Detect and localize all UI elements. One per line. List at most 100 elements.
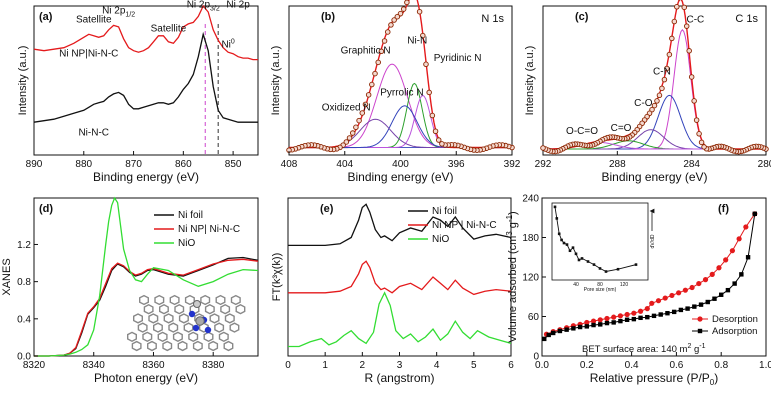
data-point xyxy=(432,128,439,135)
hexagon-ring xyxy=(223,340,234,352)
hexagon-ring xyxy=(154,294,165,306)
y-axis-label: XANES xyxy=(1,258,13,295)
x-tick-label: 280 xyxy=(758,159,771,170)
x-tick-label: 1 xyxy=(322,360,328,371)
data-point-desorption xyxy=(655,298,662,304)
data-point xyxy=(397,10,404,17)
x-tick-label: 8320 xyxy=(23,360,46,371)
annotation-label: Ni NP|Ni-N-C xyxy=(59,49,118,60)
data-point xyxy=(391,17,397,23)
inset-tick-label: 80 xyxy=(597,282,603,288)
data-point-adsorption xyxy=(745,255,751,260)
data-point-desorption xyxy=(637,308,644,314)
inset-point xyxy=(580,257,584,260)
data-point-desorption xyxy=(729,248,736,254)
x-tick-label: 396 xyxy=(448,159,465,170)
data-point-adsorption xyxy=(604,320,610,326)
hexagon-ring xyxy=(188,331,199,342)
data-point xyxy=(404,0,410,6)
data-point-adsorption xyxy=(698,302,704,307)
y-tick-label: 180 xyxy=(522,233,539,244)
data-point xyxy=(353,124,359,131)
series-line-ni-foil xyxy=(288,203,512,247)
oxygen-atom xyxy=(193,300,201,308)
plot-frame xyxy=(288,5,513,156)
hexagon-ring xyxy=(132,313,144,324)
hexagon-ring xyxy=(152,322,163,333)
hexagon-ring xyxy=(218,331,229,342)
hexagon-ring xyxy=(200,294,211,306)
x-tick-label: 4 xyxy=(434,360,440,371)
data-point-adsorption xyxy=(542,336,547,342)
data-point xyxy=(691,98,697,104)
data-point xyxy=(385,29,391,35)
data-point-desorption xyxy=(669,292,675,299)
data-point xyxy=(429,112,436,119)
data-point xyxy=(369,81,375,88)
x-tick-label: 6 xyxy=(508,360,514,371)
y-tick-label: 0.8 xyxy=(17,277,31,288)
inset-point xyxy=(616,267,620,271)
x-tick-label: 8340 xyxy=(83,360,106,371)
series-line-ni-n-c xyxy=(33,31,258,123)
annotation-label: C-C xyxy=(686,14,704,25)
data-point-adsorption xyxy=(577,324,583,330)
data-point-adsorption xyxy=(651,313,657,319)
data-point-desorption xyxy=(702,277,709,283)
data-point xyxy=(661,76,668,83)
data-point-adsorption xyxy=(638,315,643,321)
data-point-desorption xyxy=(590,318,597,324)
data-point-adsorption xyxy=(551,330,556,336)
data-point xyxy=(669,35,675,42)
legend-label: Ni foil xyxy=(432,206,457,217)
inset-point xyxy=(604,270,608,273)
data-point-adsorption xyxy=(719,292,724,297)
data-point-desorption xyxy=(597,317,603,323)
panel-label: (f) xyxy=(718,203,729,215)
x-tick-label: 3 xyxy=(397,360,403,371)
plot-frame xyxy=(33,5,259,156)
data-point-desorption xyxy=(617,313,624,319)
data-point xyxy=(681,4,687,11)
x-axis-label: Binding energy (eV) xyxy=(347,170,453,184)
y-axis-label: Volume adsorbed (cm3 g-1) xyxy=(505,211,519,342)
x-tick-label: 0.8 xyxy=(714,360,728,371)
data-point xyxy=(683,23,690,29)
hexagon-ring xyxy=(203,331,214,342)
data-point xyxy=(701,144,707,150)
annotation-label: C-O xyxy=(634,98,653,109)
data-point xyxy=(378,48,385,55)
data-point-adsorption xyxy=(752,211,757,216)
annotation-label: Ni-N-C xyxy=(78,128,109,139)
structure-illustration xyxy=(126,294,246,352)
annotation-label: Oxidized N xyxy=(322,102,371,113)
data-point-adsorption xyxy=(557,328,563,334)
hexagon-ring xyxy=(142,331,153,342)
x-tick-label: 0.0 xyxy=(535,360,549,371)
data-point-adsorption xyxy=(611,320,616,325)
x-tick-label: 870 xyxy=(125,159,142,170)
hexagon-ring xyxy=(172,331,183,342)
data-point-desorption xyxy=(696,280,702,287)
data-point-desorption xyxy=(736,236,742,242)
data-point-adsorption xyxy=(665,311,670,316)
inset-point xyxy=(560,238,563,242)
panel-c: C-C C-N C-O C=O O-C=O C 1s 292 288 284 280 Binding… xyxy=(524,0,771,184)
data-point-adsorption xyxy=(685,306,690,311)
hexagon-ring xyxy=(220,304,231,315)
annotation-label: C=O xyxy=(611,123,632,134)
annotation-label: Pyridinic N xyxy=(434,53,482,64)
y-axis-label: Intensity (a.u.) xyxy=(524,46,536,116)
data-point xyxy=(649,106,655,113)
hexagon-ring xyxy=(146,340,157,352)
panel-label: (e) xyxy=(320,203,334,215)
data-point xyxy=(698,139,705,146)
x-tick-label: 860 xyxy=(175,159,192,170)
data-point xyxy=(439,141,445,147)
data-point xyxy=(372,70,378,77)
y-axis-label: Intensity (a.u.) xyxy=(270,46,282,116)
hexagon-ring xyxy=(169,294,180,306)
data-point xyxy=(375,59,381,66)
data-point xyxy=(656,92,663,99)
